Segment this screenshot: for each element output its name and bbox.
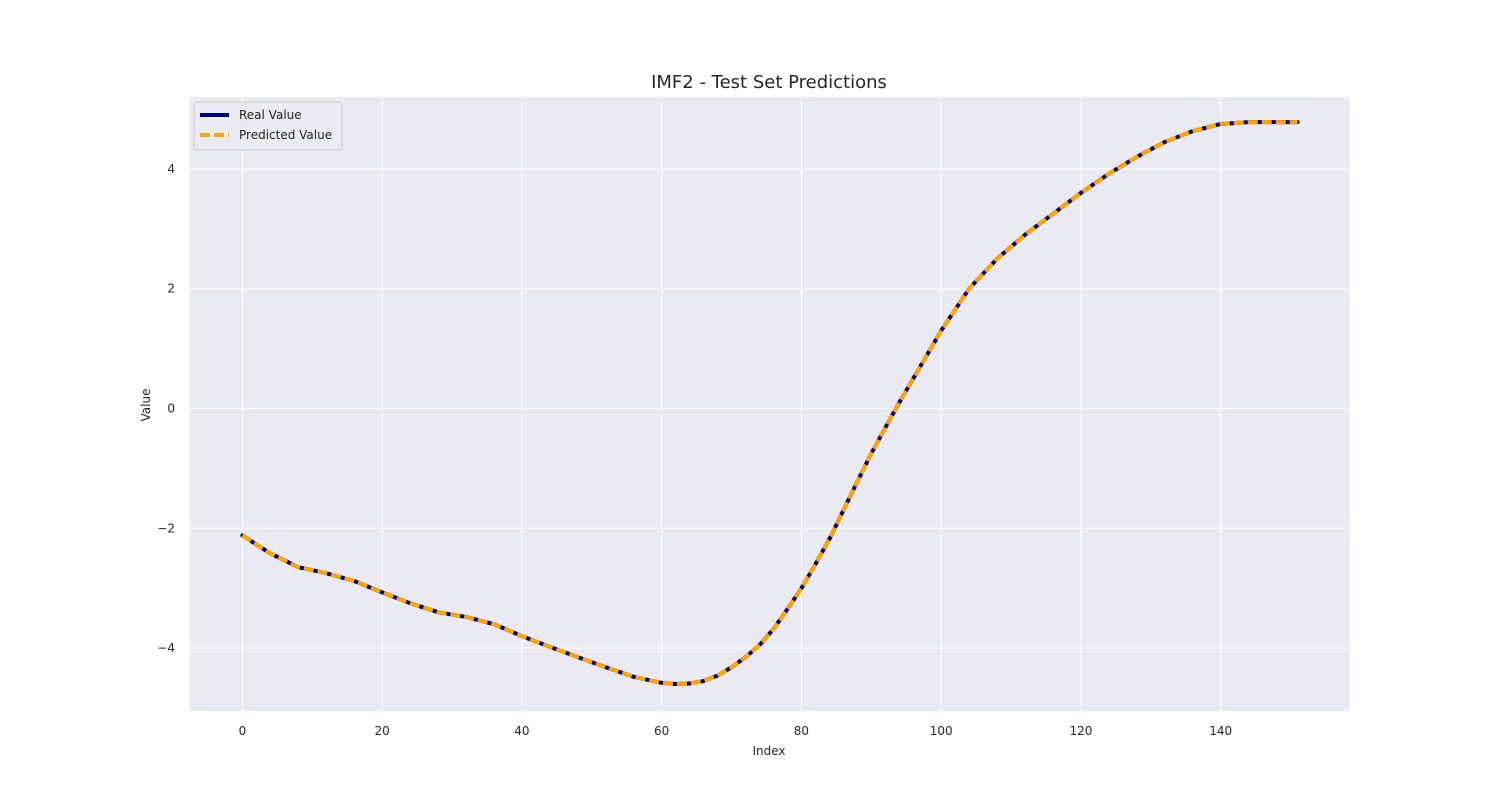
- y-tick-label: 4: [167, 162, 175, 176]
- x-tick-label: 60: [654, 724, 669, 738]
- tick-labels: 0 20 40 60 80 100 120 140 −4 −2 0 2 4: [157, 162, 1232, 738]
- legend-box: [193, 101, 343, 151]
- legend-label-predicted-value: Predicted Value: [239, 128, 332, 142]
- x-tick-label: 140: [1209, 724, 1232, 738]
- x-tick-label: 100: [930, 724, 953, 738]
- grid-lines: [190, 97, 1350, 711]
- x-tick-label: 20: [375, 724, 390, 738]
- chart-title: IMF2 - Test Set Predictions: [651, 72, 887, 93]
- y-tick-label: 0: [167, 401, 175, 415]
- series-lines: [240, 120, 1300, 687]
- legend: Real Value Predicted Value: [193, 101, 343, 151]
- y-axis-label: Value: [139, 389, 153, 422]
- y-tick-label: −4: [157, 641, 175, 655]
- x-tick-label: 40: [514, 724, 529, 738]
- x-tick-label: 120: [1070, 724, 1093, 738]
- series-line-predicted-value: [241, 120, 1298, 687]
- x-tick-label: 0: [239, 724, 247, 738]
- plot-area: [190, 97, 1350, 711]
- x-tick-label: 80: [794, 724, 809, 738]
- legend-label-real-value: Real Value: [239, 108, 302, 122]
- x-axis-label: Index: [752, 744, 785, 758]
- y-tick-label: −2: [157, 521, 175, 535]
- y-tick-label: 2: [167, 282, 175, 296]
